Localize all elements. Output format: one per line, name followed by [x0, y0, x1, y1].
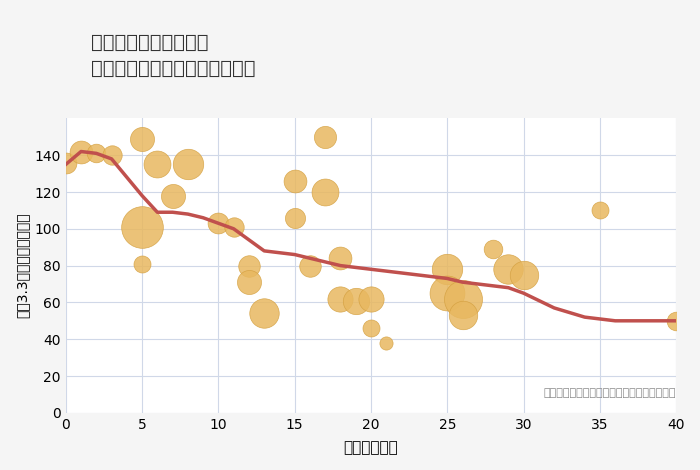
Point — [457, 295, 468, 303]
Point — [518, 271, 529, 279]
Point — [442, 266, 453, 273]
Text: 福岡県春日市白水池の
築年数別中古マンション坪単価: 福岡県春日市白水池の 築年数別中古マンション坪単価 — [91, 33, 256, 78]
Point — [213, 219, 224, 227]
Y-axis label: 坪（3.3㎡）単価（万円）: 坪（3.3㎡）単価（万円） — [15, 213, 29, 318]
Point — [244, 262, 255, 269]
Point — [289, 214, 300, 221]
Point — [244, 278, 255, 286]
Point — [335, 295, 346, 303]
Point — [594, 207, 606, 214]
Point — [60, 159, 71, 166]
Point — [136, 260, 148, 267]
Point — [136, 223, 148, 231]
Point — [152, 161, 163, 168]
Point — [487, 245, 498, 253]
Point — [167, 192, 178, 199]
Point — [106, 151, 117, 159]
Point — [304, 262, 316, 269]
Point — [289, 177, 300, 185]
Point — [91, 149, 102, 157]
Point — [671, 317, 682, 325]
Text: 円の大きさは、取引のあった物件面積を示す: 円の大きさは、取引のあった物件面積を示す — [544, 388, 676, 398]
X-axis label: 築年数（年）: 築年数（年） — [344, 440, 398, 455]
Point — [76, 148, 87, 155]
Point — [335, 254, 346, 262]
Point — [457, 312, 468, 319]
Point — [365, 295, 377, 303]
Point — [320, 188, 331, 196]
Point — [182, 161, 193, 168]
Point — [136, 135, 148, 142]
Point — [228, 223, 239, 231]
Point — [442, 290, 453, 297]
Point — [320, 133, 331, 141]
Point — [381, 339, 392, 347]
Point — [350, 297, 361, 304]
Point — [258, 310, 270, 317]
Point — [503, 266, 514, 273]
Point — [365, 324, 377, 332]
